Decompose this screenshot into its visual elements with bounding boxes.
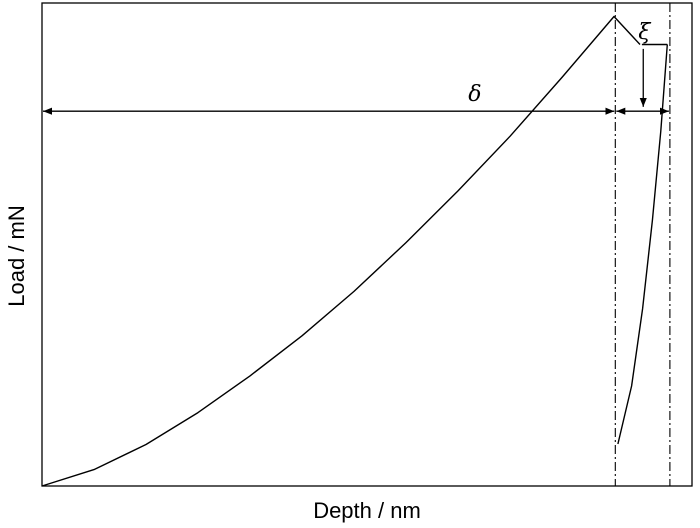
delta-label: δ xyxy=(468,82,481,107)
xi-label: ξ xyxy=(638,20,652,45)
y-axis-label: Load / mN xyxy=(4,205,29,307)
annotation-layer: δξ xyxy=(43,20,669,115)
x-axis-label: Depth / nm xyxy=(313,498,421,523)
unloading-curve xyxy=(617,44,668,445)
loading-curve xyxy=(41,15,641,487)
reference-lines xyxy=(614,3,671,486)
series-layer xyxy=(41,15,668,487)
plot-frame xyxy=(41,2,693,487)
